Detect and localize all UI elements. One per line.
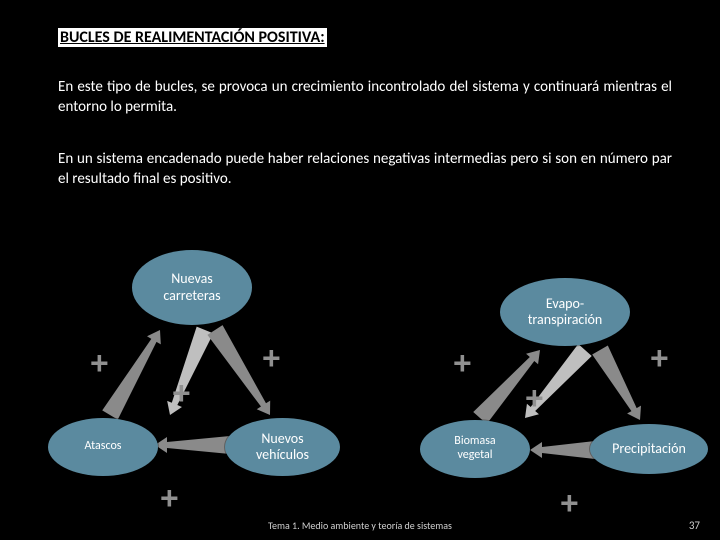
plus-icon: + <box>453 345 472 382</box>
plus-icon: + <box>525 380 544 417</box>
footer-text: Tema 1. Medio ambiente y teoría de siste… <box>0 519 720 532</box>
arrow-icon <box>155 436 230 454</box>
arrow-icon <box>530 441 595 459</box>
page-number: 37 <box>689 519 700 532</box>
arrow-icon <box>102 330 161 420</box>
plus-icon: + <box>172 375 191 412</box>
arrow-icon <box>207 325 270 415</box>
arrow-icon <box>592 346 641 420</box>
plus-icon: + <box>650 340 669 377</box>
node-evapo: Evapo-transpiración <box>500 278 630 346</box>
node-biomasa: Biomasavegetal <box>420 420 530 478</box>
node-atascos: Atascos <box>48 418 158 476</box>
node-precipitacion: Precipitación <box>590 424 708 474</box>
plus-icon: + <box>262 340 281 377</box>
plus-icon: + <box>160 480 179 517</box>
node-nuevos-vehiculos: Nuevosvehículos <box>225 418 340 476</box>
plus-icon: + <box>560 485 579 522</box>
plus-icon: + <box>90 345 109 382</box>
node-nuevas-carreteras: Nuevascarreteras <box>132 250 252 325</box>
